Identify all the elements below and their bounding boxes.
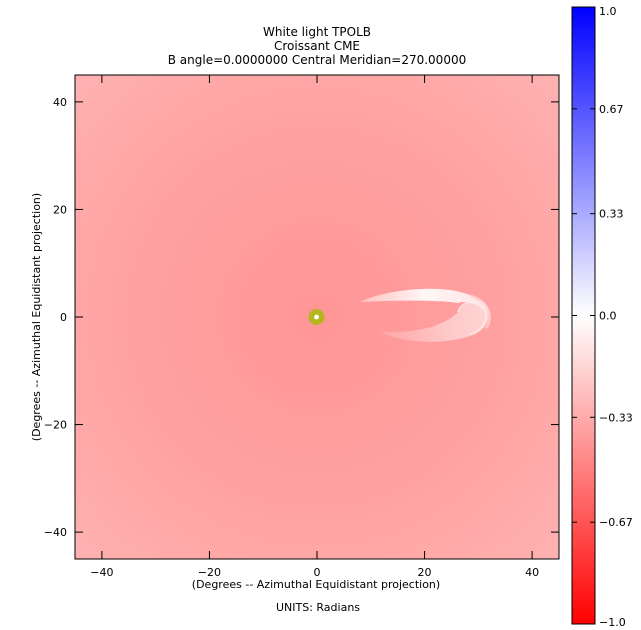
x-tick-label: 20 bbox=[418, 566, 432, 579]
x-tick-label: 0 bbox=[314, 566, 321, 579]
cme-inner-loop bbox=[457, 300, 488, 335]
colorbar-tick-label: 0.0 bbox=[599, 310, 617, 323]
colorbar-tick-label: −1.0 bbox=[599, 616, 626, 629]
colorbar-tick-label: 1.0 bbox=[599, 5, 617, 18]
colorbar-tick-label: −0.33 bbox=[599, 411, 633, 424]
colorbar-tick-label: −0.67 bbox=[599, 516, 633, 529]
y-axis-label: (Degrees -- Azimuthal Equidistant projec… bbox=[30, 193, 43, 441]
y-tick-label: −40 bbox=[44, 526, 67, 539]
y-tick-label: 0 bbox=[60, 311, 67, 324]
y-axis: −40 −20 0 20 40 bbox=[44, 96, 559, 539]
y-tick-label: −20 bbox=[44, 419, 67, 432]
sun-disk bbox=[308, 309, 325, 325]
colorbar-tick-label: 0.33 bbox=[599, 208, 624, 221]
cme-front-edge bbox=[469, 294, 491, 329]
title-line-2: Croissant CME bbox=[274, 39, 360, 53]
y-tick-label: 20 bbox=[53, 203, 67, 216]
colorbar-axis: 1.0 0.67 0.33 0.0 −0.33 −0.67 −1.0 bbox=[572, 5, 633, 629]
units-label: UNITS: Radians bbox=[276, 601, 360, 614]
cme-structure bbox=[360, 288, 491, 342]
x-tick-label: −40 bbox=[90, 566, 113, 579]
cme-lower-lobe bbox=[380, 299, 489, 342]
x-tick-label: 40 bbox=[525, 566, 539, 579]
x-axis: −40 −20 0 20 40 bbox=[90, 75, 539, 579]
title-line-1: White light TPOLB bbox=[263, 25, 371, 39]
colorbar-tick-label: 0.67 bbox=[599, 103, 624, 116]
y-tick-label: 40 bbox=[53, 96, 67, 109]
x-tick-label: −20 bbox=[198, 566, 221, 579]
cme-upper-lobe bbox=[360, 288, 486, 312]
title-line-3: B angle=0.0000000 Central Meridian=270.0… bbox=[168, 53, 466, 67]
x-axis-label: (Degrees -- Azimuthal Equidistant projec… bbox=[192, 578, 440, 591]
sun-center-dot bbox=[314, 314, 319, 320]
